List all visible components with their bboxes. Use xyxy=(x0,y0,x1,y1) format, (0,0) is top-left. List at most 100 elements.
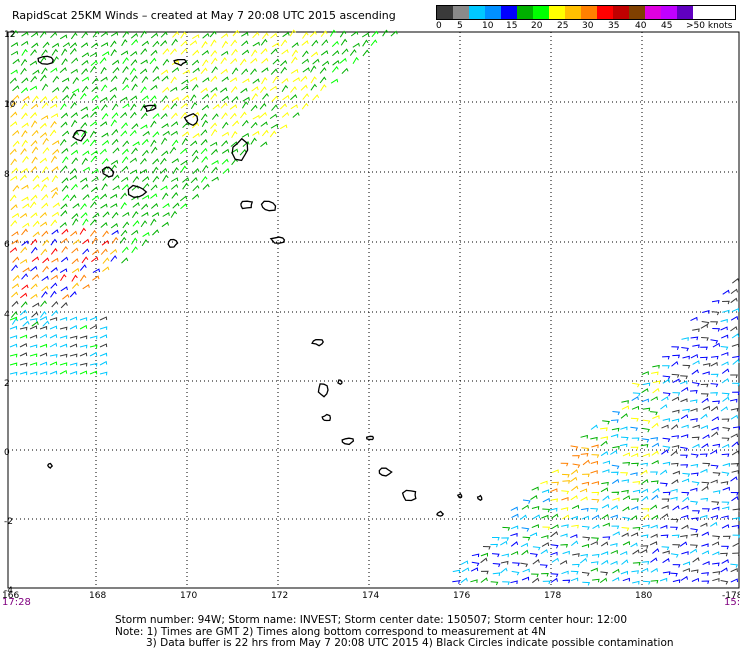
wind-barb xyxy=(89,130,97,138)
wind-barb xyxy=(192,132,200,139)
wind-barb xyxy=(649,541,658,546)
longitude-label: 168 xyxy=(89,591,106,601)
wind-barb xyxy=(460,577,468,584)
wind-barb xyxy=(122,57,129,64)
wind-barb xyxy=(540,480,548,485)
wind-barb xyxy=(530,553,538,558)
wind-barb xyxy=(61,228,69,235)
wind-barb xyxy=(212,103,220,110)
wind-barb xyxy=(131,229,139,236)
wind-barb xyxy=(69,325,78,330)
wind-barb xyxy=(131,83,138,91)
wind-barb xyxy=(70,183,78,191)
wind-barb xyxy=(641,438,650,443)
wind-barb xyxy=(521,527,530,532)
wind-barb xyxy=(610,433,619,438)
wind-barb xyxy=(672,564,681,568)
wind-barb xyxy=(662,461,671,466)
wind-barb xyxy=(51,309,59,317)
wind-barb xyxy=(61,156,69,164)
wind-barb xyxy=(700,413,708,420)
wind-barb xyxy=(591,553,600,558)
wind-barb xyxy=(91,256,99,263)
wind-barb xyxy=(260,48,268,55)
wind-barb xyxy=(732,391,740,396)
wind-barb xyxy=(341,67,349,74)
wind-barb xyxy=(602,536,611,540)
wind-barb xyxy=(50,247,58,255)
wind-barb xyxy=(211,113,219,120)
wind-barb xyxy=(9,335,18,339)
wind-barb xyxy=(172,202,180,209)
wind-barb xyxy=(21,77,29,84)
wind-barb xyxy=(672,409,680,414)
wind-barb xyxy=(89,120,98,127)
wind-barb xyxy=(702,371,710,375)
island-outline xyxy=(37,55,54,65)
wind-barb xyxy=(670,526,678,531)
wind-barb xyxy=(269,130,277,138)
wind-barb xyxy=(561,514,570,520)
wind-barb xyxy=(180,165,188,173)
wind-barb xyxy=(622,462,631,466)
wind-barb xyxy=(559,560,568,565)
wind-barb xyxy=(671,435,680,439)
wind-barb xyxy=(10,219,18,227)
wind-barb xyxy=(72,77,79,84)
wind-barb xyxy=(22,95,30,102)
wind-barb xyxy=(59,326,68,331)
wind-barb xyxy=(690,463,699,468)
wind-barb xyxy=(39,31,47,38)
wind-barb xyxy=(452,569,461,574)
wind-barb xyxy=(611,464,620,470)
wind-barb xyxy=(69,42,78,49)
wind-barb xyxy=(672,392,681,396)
wind-barb xyxy=(580,496,588,502)
wind-barb xyxy=(542,508,551,513)
wind-barb xyxy=(30,265,38,272)
wind-barb xyxy=(250,104,258,112)
legend-label: 10 xyxy=(482,21,494,31)
wind-barb xyxy=(522,499,531,504)
wind-barb xyxy=(670,496,678,501)
wind-barb xyxy=(142,130,150,137)
wind-barb xyxy=(21,139,28,147)
wind-barb xyxy=(171,38,178,46)
wind-barb xyxy=(520,562,529,568)
wind-barb xyxy=(50,155,58,163)
wind-barb xyxy=(30,293,38,300)
wind-barb xyxy=(721,506,730,510)
wind-barb xyxy=(72,239,80,245)
wind-barb xyxy=(89,344,98,349)
wind-barb xyxy=(31,273,40,280)
wind-barb xyxy=(611,525,620,530)
wind-barb xyxy=(21,102,28,110)
wind-barb xyxy=(632,481,641,485)
wind-barb xyxy=(70,68,78,74)
wind-barb xyxy=(160,69,169,75)
wind-barb xyxy=(81,31,89,39)
wind-barb xyxy=(60,237,68,244)
wind-barb xyxy=(551,513,559,519)
wind-barb xyxy=(690,500,699,506)
wind-barb xyxy=(69,92,77,100)
wind-barb xyxy=(732,382,740,387)
wind-barb xyxy=(41,67,48,75)
wind-barb xyxy=(71,267,80,274)
wind-barb xyxy=(152,175,160,183)
wind-barb xyxy=(29,362,38,366)
wind-barb xyxy=(60,165,68,172)
wind-barb xyxy=(640,549,648,554)
wind-barb xyxy=(190,101,198,110)
wind-barb xyxy=(689,548,698,554)
wind-barb xyxy=(12,256,20,263)
wind-barb xyxy=(542,580,551,585)
wind-barb xyxy=(82,238,90,245)
wind-barb xyxy=(80,106,88,112)
wind-barb xyxy=(591,481,600,485)
legend-swatch xyxy=(549,6,565,19)
wind-barb xyxy=(580,553,589,558)
wind-barb xyxy=(150,49,158,56)
wind-barb xyxy=(51,48,58,56)
